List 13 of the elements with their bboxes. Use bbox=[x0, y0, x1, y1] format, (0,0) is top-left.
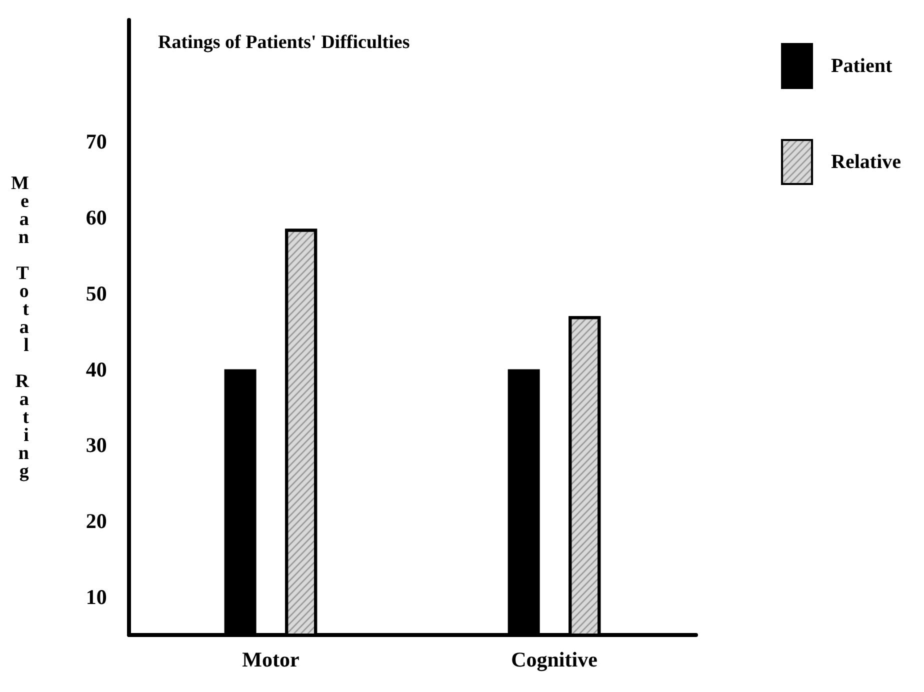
text: Ratings of Patients' Difficulties bbox=[158, 32, 410, 53]
legend-label: Relative bbox=[831, 151, 902, 173]
x-tick-label: Motor bbox=[242, 648, 300, 672]
legend-label: Patient bbox=[831, 55, 892, 77]
y-tick-label: 30 bbox=[86, 433, 107, 458]
y-tick-label: 50 bbox=[86, 281, 107, 306]
y-tick-label: 20 bbox=[86, 509, 107, 534]
y-tick-label: 10 bbox=[86, 585, 107, 610]
y-tick-label: 70 bbox=[86, 129, 107, 154]
x-tick-label: Cognitive bbox=[511, 648, 598, 672]
y-tick-label: 40 bbox=[86, 357, 107, 382]
y-tick-label: 60 bbox=[86, 205, 107, 230]
text: Mean Total Rating bbox=[10, 173, 29, 482]
